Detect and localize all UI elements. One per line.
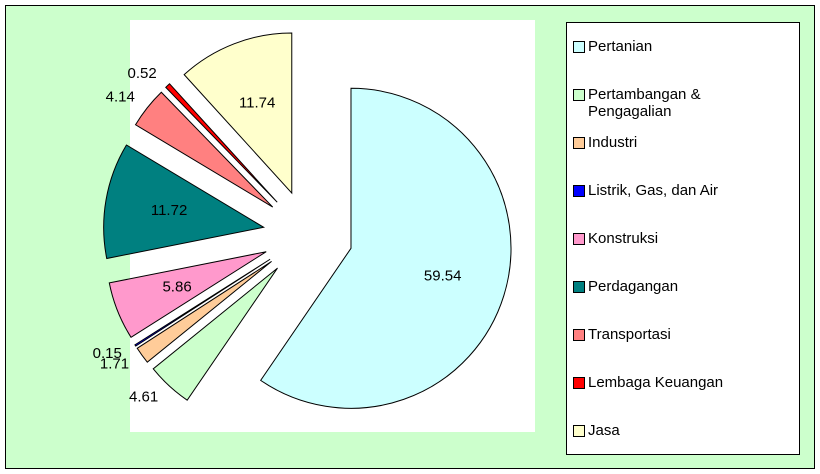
legend-entry: Lembaga Keuangan xyxy=(573,374,773,391)
data-label: 0.52 xyxy=(127,65,156,82)
legend-swatch xyxy=(573,329,585,341)
legend-label: Transportasi xyxy=(588,326,671,343)
legend-entry: Konstruksi xyxy=(573,230,773,247)
legend-entry: Listrik, Gas, dan Air xyxy=(573,182,773,199)
pie-slice xyxy=(134,91,274,208)
pie-slice xyxy=(183,32,293,195)
legend-swatch xyxy=(573,137,585,149)
legend-label: Jasa xyxy=(588,422,620,439)
legend-swatch xyxy=(573,425,585,437)
legend-label: Konstruksi xyxy=(588,230,659,247)
legend-swatch xyxy=(573,281,585,293)
legend-swatch xyxy=(573,233,585,245)
legend-swatch xyxy=(573,377,585,389)
legend-label: Listrik, Gas, dan Air xyxy=(588,182,719,199)
legend-entry: Transportasi xyxy=(573,326,773,343)
legend-entry: Pertanian xyxy=(573,38,773,55)
data-label: 59.54 xyxy=(424,268,462,285)
legend-swatch xyxy=(573,41,585,53)
pie-slice xyxy=(136,261,272,363)
pie-slice xyxy=(152,267,278,401)
data-label: 0.15 xyxy=(93,345,122,362)
pie-slice xyxy=(165,83,278,203)
legend-label: Industri xyxy=(588,134,638,151)
legend-label: Perdagangan xyxy=(588,278,679,295)
data-label: 1.71 xyxy=(100,356,129,373)
legend-label: Pertambangan & Pengagalian xyxy=(588,86,701,120)
pie-slice xyxy=(108,251,267,338)
legend-entry: Jasa xyxy=(573,422,773,439)
data-label: 5.86 xyxy=(162,278,191,295)
data-label: 4.14 xyxy=(106,89,135,106)
legend-swatch xyxy=(573,89,585,101)
legend: Pertanian Pertambangan & Pengagalian Indus… xyxy=(566,22,800,455)
data-label: 11.72 xyxy=(151,202,187,219)
pie-slice xyxy=(103,144,266,260)
pie-slice xyxy=(259,87,512,409)
legend-entry: Perdagangan xyxy=(573,278,773,295)
legend-label: Lembaga Keuangan xyxy=(588,374,724,391)
legend-label: Pertanian xyxy=(588,38,653,55)
data-label: 11.74 xyxy=(239,94,275,111)
pie-slice xyxy=(134,258,271,347)
legend-entry: Industri xyxy=(573,134,773,151)
data-label: 4.61 xyxy=(129,388,158,405)
legend-swatch xyxy=(573,185,585,197)
legend-entry: Pertambangan & Pengagalian xyxy=(573,86,773,120)
